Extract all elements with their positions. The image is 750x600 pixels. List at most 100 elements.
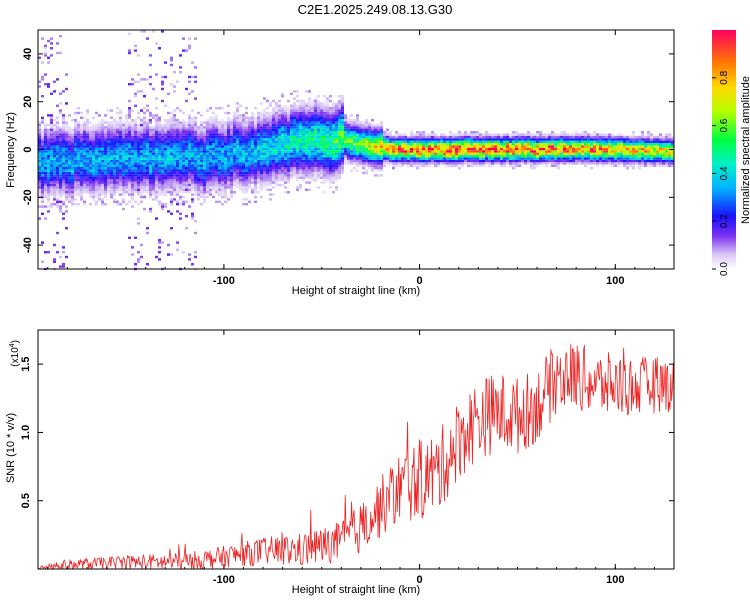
spectrogram-cell	[557, 133, 560, 136]
spectrogram-cell	[257, 167, 260, 170]
spectrogram-cell	[605, 155, 608, 158]
spectrogram-cell	[350, 147, 353, 151]
spectrogram-cell	[206, 126, 209, 129]
spectrogram-cell	[242, 164, 245, 167]
spectrogram-cell	[98, 171, 101, 175]
spectrogram-cell	[41, 212, 44, 215]
spectrogram-cell	[485, 162, 488, 165]
spectrogram-cell	[221, 121, 224, 124]
spectrogram-cell	[167, 126, 170, 129]
spectrogram-cell	[209, 147, 212, 151]
spectrogram-cell	[164, 176, 167, 179]
spectrogram-cell	[38, 157, 41, 160]
spectrogram-cell	[251, 188, 254, 191]
spectrogram-cell	[383, 131, 386, 134]
spectrogram-cell	[365, 140, 368, 143]
spectrogram-cell	[206, 188, 209, 191]
spectrogram-cell	[164, 135, 167, 139]
spectrogram-cell	[104, 188, 107, 191]
spectrogram-cell	[65, 176, 68, 179]
spectrogram-cell	[335, 155, 338, 158]
spectrogram-cell	[284, 174, 287, 177]
spectrogram-cell	[140, 152, 143, 155]
spectrogram-cell	[374, 152, 377, 155]
spectrogram-cell	[524, 162, 527, 165]
spectrogram-cell	[341, 140, 344, 143]
spectrogram-cell	[371, 159, 374, 163]
spectrogram-cell	[212, 119, 215, 122]
spectrogram-cell	[206, 176, 209, 179]
spectrogram-cell	[581, 157, 584, 160]
spectrogram-cell	[290, 131, 293, 134]
spectrogram-cell	[329, 157, 332, 160]
spectrogram-cell	[293, 121, 296, 124]
spectrogram-cell	[482, 157, 485, 160]
spectrogram-cell	[158, 241, 161, 244]
spectrogram-cell	[116, 188, 119, 191]
spectrogram-cell	[227, 143, 230, 146]
spectrogram-cell	[314, 126, 317, 129]
spectrogram-cell	[152, 171, 155, 175]
spectrogram-cell	[404, 138, 407, 141]
spectrogram-cell	[83, 162, 86, 165]
spectrogram-cell	[281, 107, 284, 110]
spectrogram-cell	[332, 169, 335, 172]
spectrogram-cell	[242, 114, 245, 117]
spectrogram-cell	[272, 164, 275, 167]
spectrogram-cell	[209, 140, 212, 143]
spectrogram-cell	[182, 121, 185, 124]
spectrogram-cell	[518, 147, 521, 151]
spectrogram-cell	[101, 133, 104, 136]
spectrogram-cell	[65, 159, 68, 163]
spectrogram-cell	[68, 167, 71, 170]
spectrogram-cell	[149, 193, 152, 196]
spectrogram-cell	[140, 176, 143, 179]
spectrogram-cell	[149, 159, 152, 163]
spectrogram-cell	[263, 111, 266, 115]
spectrogram-cell	[47, 171, 50, 175]
spectrogram-cell	[158, 186, 161, 189]
spectrogram-cell	[491, 159, 494, 163]
spectrogram-cell	[146, 181, 149, 184]
spectrogram-cell	[164, 191, 167, 194]
spectrogram-cell	[335, 114, 338, 117]
spectrogram-cell	[158, 191, 161, 194]
spectrogram-cell	[122, 174, 125, 177]
spectrogram-cell	[209, 133, 212, 136]
spectrogram-cell	[251, 169, 254, 172]
spectrogram-cell	[404, 155, 407, 158]
spectrogram-cell	[518, 162, 521, 165]
spectrogram-cell	[137, 174, 140, 177]
spectrogram-cell	[50, 157, 53, 160]
spectrogram-cell	[149, 135, 152, 139]
spectrogram-cell	[272, 133, 275, 136]
spectrogram-cell	[407, 145, 410, 148]
spectrogram-cell	[329, 174, 332, 177]
spectrogram-cell	[569, 162, 572, 165]
spectrogram-cell	[179, 128, 182, 131]
spectrogram-cell	[317, 121, 320, 124]
spectrogram-cell	[407, 140, 410, 143]
spectrogram-cell	[251, 131, 254, 134]
spectrogram-cell	[74, 123, 77, 127]
spectrogram-cell	[170, 123, 173, 127]
spectrogram-cell	[173, 171, 176, 175]
spectrogram-cell	[575, 133, 578, 136]
spectrogram-cell	[365, 147, 368, 151]
spectrogram-cell	[239, 174, 242, 177]
spectrogram-cell	[251, 145, 254, 148]
spectrogram-cell	[491, 162, 494, 165]
spectrogram-cell	[38, 159, 41, 163]
spectrogram-cell	[65, 140, 68, 143]
spectrogram-cell	[560, 150, 563, 153]
spectrogram-cell	[575, 131, 578, 134]
spectrogram-cell	[521, 133, 524, 136]
spectrogram-cell	[527, 150, 530, 153]
spectrogram-cell	[122, 121, 125, 124]
spectrogram-cell	[155, 167, 158, 170]
spectrogram-cell	[509, 159, 512, 163]
spectrogram-cell	[449, 147, 452, 151]
spectrogram-cell	[167, 169, 170, 172]
spectrogram-cell	[77, 157, 80, 160]
spectrogram-cell	[95, 145, 98, 148]
